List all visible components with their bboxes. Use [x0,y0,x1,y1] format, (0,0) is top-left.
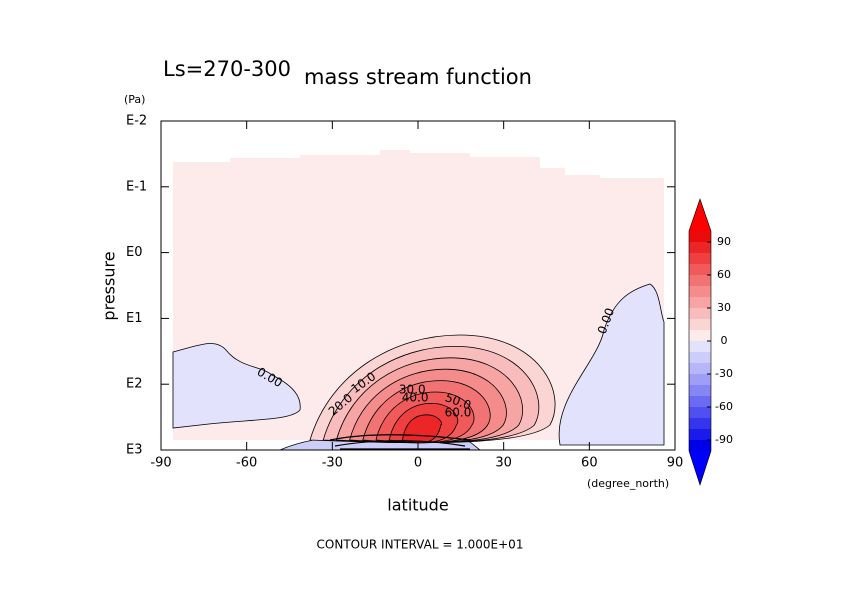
negative-region [558,283,665,446]
colorbar-band [689,330,711,341]
y-unit: (Pa) [124,93,145,106]
colorbar-band [689,352,711,363]
colorbar-band [689,275,711,286]
y-tick-label: E2 [126,377,143,392]
colorbar-band [689,242,711,253]
x-unit: (degree_north) [587,477,669,490]
colorbar-band [689,429,711,440]
x-tick-label: -60 [236,456,257,471]
chart-title: mass stream function [304,65,532,89]
colorbar-band [689,308,711,319]
x-tick-label: 0 [414,456,422,471]
colorbar-band [689,231,711,242]
colorbar-tick-label: 30 [717,301,731,314]
contour-line [329,434,471,450]
colorbar-under [689,451,711,485]
negative-region [172,343,301,429]
colorbar-over [689,199,711,231]
contour-label: 30.0 [399,383,426,397]
contour-label: 40.0 [402,390,429,404]
colorbar-band [689,264,711,275]
x-tick-label: -90 [150,456,171,471]
colorbar-band [689,385,711,396]
colorbar-frame [688,198,712,486]
x-tick-label: -30 [322,456,343,471]
subtitle: Ls=270-300 [163,57,291,81]
colorbar-band [689,297,711,308]
colorbar-band [689,319,711,330]
x-tick-label: 30 [495,456,512,471]
colorbar-band [689,363,711,374]
contour-field [172,150,665,450]
contour-label: 60.0 [445,406,472,420]
x-tick-label: 60 [581,456,598,471]
colorbar-band [689,286,711,297]
colorbar-band [689,341,711,352]
colorbar-band [689,440,711,451]
colorbar-tick-label: 0 [721,334,728,347]
colorbar-tick-label: -90 [715,433,733,446]
y-tick-label: E1 [126,311,143,326]
y-tick-label: E0 [126,245,143,260]
colorbar-tick-label: 90 [717,235,731,248]
colorbar-band [689,374,711,385]
x-axis-label: latitude [387,496,448,515]
colorbar-tick-label: -30 [715,367,733,380]
x-tick-label: 90 [667,456,684,471]
colorbar-tick-label: 60 [717,268,731,281]
y-tick-label: E-2 [126,114,147,129]
colorbar-band [689,253,711,264]
y-tick-label: E-1 [126,179,147,194]
y-axis-label: pressure [100,251,119,320]
footer: CONTOUR INTERVAL = 1.000E+01 [317,538,524,552]
y-tick-label: E3 [126,443,143,458]
colorbar-band [689,407,711,418]
colorbar-tick-label: -60 [715,400,733,413]
colorbar-band [689,418,711,429]
colorbar-band [689,396,711,407]
